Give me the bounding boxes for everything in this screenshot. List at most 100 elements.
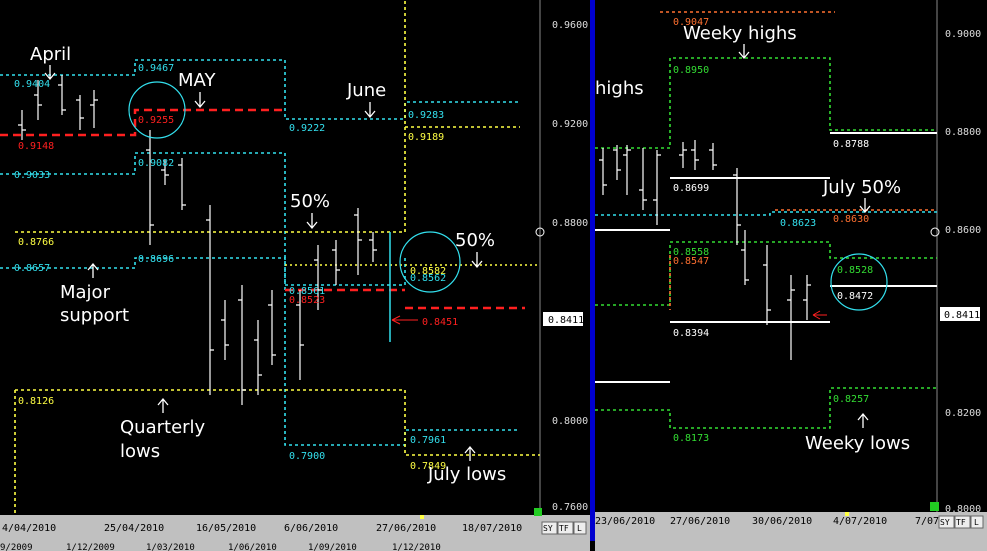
x-tick-2: 16/05/2010 xyxy=(196,523,256,534)
annotation-lows: lows xyxy=(120,441,160,462)
green-low-line xyxy=(595,387,937,429)
quarterly-chart[interactable]: 0.9467 0.9404 0.9255 0.9148 0.9082 0.903… xyxy=(0,0,590,551)
annotation-april: April xyxy=(30,44,71,65)
red-levels xyxy=(0,108,525,310)
right-x-tick-4: 7/07/ xyxy=(915,516,945,527)
current-price: 0.8411 xyxy=(548,315,584,326)
yellow-low-line xyxy=(15,389,540,456)
annotation-weekly-lows: Weeky lows xyxy=(805,433,910,454)
arrow-major xyxy=(87,262,99,278)
label-8523: 0.8523 xyxy=(289,295,325,306)
cyan-mid-line xyxy=(0,152,406,286)
right-sy-button[interactable]: SY xyxy=(940,518,950,527)
current-price-box: 0.8411 xyxy=(543,312,584,326)
july50-circle xyxy=(830,253,888,311)
annotation-may: MAY xyxy=(178,70,216,91)
right-y-tick-5: 0.8000 xyxy=(945,504,981,515)
panel-divider[interactable] xyxy=(590,0,595,541)
l-button[interactable]: L xyxy=(577,524,582,533)
arrow-june xyxy=(364,102,376,119)
x-tick-3: 6/06/2010 xyxy=(284,523,338,534)
annotation-june: June xyxy=(346,80,386,101)
right-y-tick-0: 0.9000 xyxy=(945,29,981,40)
label-8173: 0.8173 xyxy=(673,433,709,444)
overview-tick-4: 1/09/2010 xyxy=(308,543,357,551)
right-date-marker xyxy=(845,512,849,516)
label-9467: 0.9467 xyxy=(138,63,174,74)
right-l-button[interactable]: L xyxy=(974,518,979,527)
label-9033: 0.9033 xyxy=(14,170,50,181)
arrow-8451 xyxy=(391,315,418,325)
tf-button[interactable]: TF xyxy=(559,524,569,533)
right-current-price-box: 0.8411 xyxy=(940,307,980,321)
annotation-quarterly: Quarterly xyxy=(120,417,206,438)
annotation-july-lows: July lows xyxy=(427,464,506,485)
label-9222: 0.9222 xyxy=(289,123,325,134)
may-circle xyxy=(128,81,186,139)
right-price-bars xyxy=(599,140,811,360)
label-9047: 0.9047 xyxy=(673,17,709,28)
annotation-weekly-highs: Weeky highs xyxy=(683,23,797,44)
label-7900: 0.7900 xyxy=(289,451,325,462)
label-8472: 0.8472 xyxy=(837,291,873,302)
weekly-chart[interactable]: 0.9047 0.8950 0.8788 0.8699 0.8630 0.862… xyxy=(595,0,987,551)
white-levels xyxy=(595,132,937,383)
arrow-april xyxy=(44,65,56,81)
y-axis-area xyxy=(540,0,590,515)
fifty-circle xyxy=(399,231,461,293)
annotation-fifty-b: 50% xyxy=(455,230,495,251)
annotation-major: Major xyxy=(60,282,111,303)
label-7961: 0.7961 xyxy=(410,435,446,446)
annotation-highs-partial: highs xyxy=(595,78,644,99)
right-y-tick-4: 0.8200 xyxy=(945,408,981,419)
overview-tick-2: 1/03/2010 xyxy=(146,543,195,551)
x-tick-0: 4/04/2010 xyxy=(2,523,56,534)
label-9255: 0.9255 xyxy=(138,115,174,126)
arrow-weekly-lows xyxy=(857,412,869,428)
label-8699: 0.8699 xyxy=(673,183,709,194)
arrow-fifty-b xyxy=(471,252,483,269)
label-9404: 0.9404 xyxy=(14,79,50,90)
y-tick-2: 0.8800 xyxy=(552,218,588,229)
right-tf-button[interactable]: TF xyxy=(956,518,966,527)
right-x-tick-0: 23/06/2010 xyxy=(595,516,655,527)
weekly-chart-panel[interactable]: 0.9047 0.8950 0.8788 0.8699 0.8630 0.862… xyxy=(595,0,987,551)
date-marker xyxy=(420,515,424,519)
label-8558: 0.8558 xyxy=(673,247,709,258)
right-x-tick-3: 4/07/2010 xyxy=(833,516,887,527)
annotation-fifty-a: 50% xyxy=(290,191,330,212)
quarterly-chart-panel[interactable]: 0.9467 0.9404 0.9255 0.9148 0.9082 0.903… xyxy=(0,0,590,551)
left-toolbar-buttons[interactable]: SY TF L xyxy=(541,521,587,535)
y-tick-5: 0.7600 xyxy=(552,502,588,513)
x-tick-1: 25/04/2010 xyxy=(104,523,164,534)
arrow-fifty-a xyxy=(306,213,318,230)
y-tick-1: 0.9200 xyxy=(552,119,588,130)
red-may-line xyxy=(0,108,285,137)
cyan-right-line xyxy=(595,211,937,216)
right-toolbar-buttons[interactable]: SY TF L xyxy=(938,515,984,529)
x-tick-4: 27/06/2010 xyxy=(376,523,436,534)
arrow-quarterly xyxy=(157,397,169,413)
right-x-tick-1: 27/06/2010 xyxy=(670,516,730,527)
label-9283: 0.9283 xyxy=(408,110,444,121)
label-9189: 0.9189 xyxy=(408,132,444,143)
annotation-july50: July 50% xyxy=(822,177,901,198)
level-lines xyxy=(0,0,540,515)
label-8766: 0.8766 xyxy=(18,237,54,248)
overview-tick-0: 9/2009 xyxy=(0,543,33,551)
overview-bar[interactable] xyxy=(0,541,590,551)
right-status-square xyxy=(930,502,939,511)
right-red-arrow xyxy=(812,310,827,320)
label-8657: 0.8657 xyxy=(14,263,50,274)
overview-tick-5: 1/12/2010 xyxy=(392,543,441,551)
green-mid-line xyxy=(595,241,937,306)
arrow-july-lows xyxy=(464,445,476,461)
label-8788: 0.8788 xyxy=(833,139,869,150)
orange-mid-line xyxy=(669,209,937,310)
y-tick-0: 0.9600 xyxy=(552,20,588,31)
sy-button[interactable]: SY xyxy=(543,524,553,533)
right-y-tick-2: 0.8600 xyxy=(945,225,981,236)
right-marker-circle xyxy=(930,227,940,237)
label-8582: 0.8582 xyxy=(410,266,446,277)
label-8257: 0.8257 xyxy=(833,394,869,405)
